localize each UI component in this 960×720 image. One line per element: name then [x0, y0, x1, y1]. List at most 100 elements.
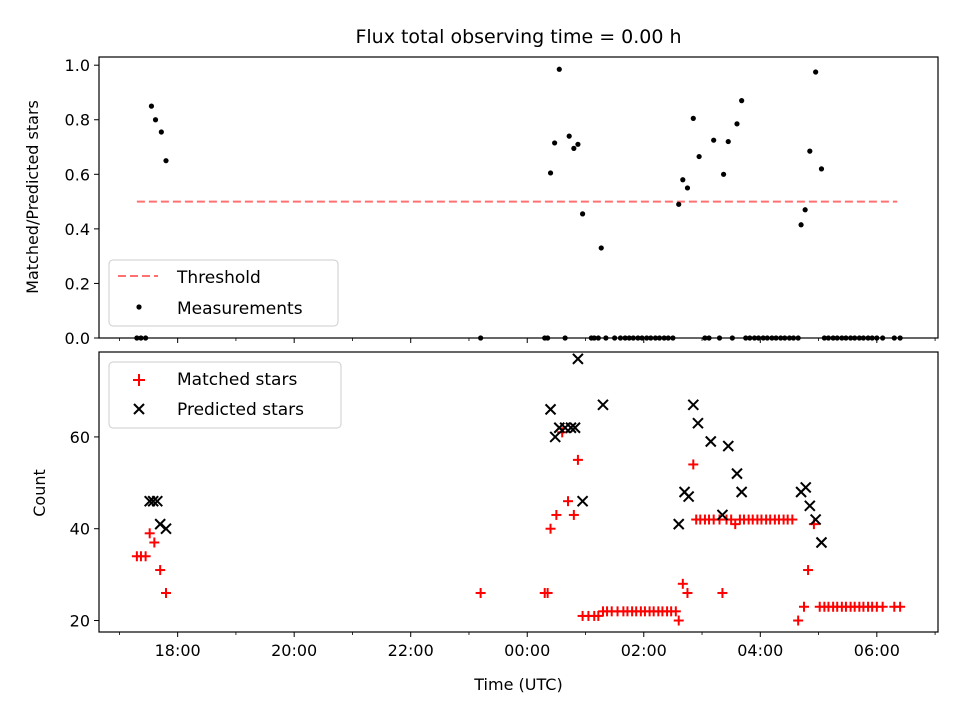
predicted-star-stroke [160, 523, 172, 535]
predicted-star-stroke [731, 467, 743, 480]
measurement-point [807, 148, 813, 154]
matched-star-point [140, 551, 151, 562]
matched-star-point [688, 459, 699, 470]
x-tick-label: 02:00 [621, 641, 667, 660]
x-tick-label: 20:00 [271, 641, 317, 660]
predicted-star-stroke [544, 403, 557, 416]
predicted-star-stroke [673, 518, 685, 530]
predicted-star-stroke [572, 353, 584, 365]
matched-star-point [877, 601, 888, 612]
chart-title: Flux total observing time = 0.00 h [355, 26, 681, 48]
x-tick-label: 06:00 [854, 641, 900, 660]
matched-star-point [161, 587, 172, 598]
matched-star-point [682, 587, 693, 598]
matched-star-point [670, 606, 681, 617]
bottom-legend-box [108, 361, 342, 429]
matched-star-point [798, 601, 809, 612]
top-y-tick-label: 0.6 [65, 165, 90, 184]
legend-matched-label: Matched stars [177, 370, 297, 390]
matched-star-point [144, 528, 155, 539]
predicted-star-point [705, 435, 717, 448]
legend-matched-marker [133, 374, 145, 386]
measurement-point [575, 141, 581, 147]
predicted-star-point [576, 495, 589, 507]
measurement-point [798, 222, 804, 228]
matched-star-point [563, 496, 574, 507]
bottom-panel: 20 40 60 18:00 20:00 22:00 00:00 02:00 04:00 06:… [30, 351, 939, 694]
predicted-star-point [160, 523, 172, 535]
predicted-star-stroke [809, 513, 822, 526]
predicted-star-point [565, 422, 577, 434]
measurement-point [720, 171, 727, 177]
bottom-y-tick-label: 20 [70, 612, 90, 631]
measurement-point [690, 115, 696, 121]
predicted-star-point [731, 467, 743, 480]
predicted-star-point [597, 399, 609, 411]
measurement-point [734, 121, 740, 127]
bottom-y-tick-label: 60 [70, 428, 90, 447]
predicted-star-point [800, 481, 812, 494]
measurement-point [547, 170, 554, 176]
predicted-star-point [147, 495, 159, 507]
predicted-star-stroke [716, 509, 729, 521]
measurement-point [148, 103, 155, 109]
matched-star-point [551, 509, 562, 520]
bottom-y-ticks: 20 40 60 [70, 428, 99, 631]
predicted-star-point [549, 431, 561, 443]
predicted-star-point [687, 399, 699, 411]
predicted-star-stroke [565, 422, 577, 434]
measurement-point [696, 153, 702, 160]
predicted-star-stroke [722, 440, 734, 452]
measurement-point [598, 245, 604, 251]
predicted-star-stroke [597, 399, 609, 411]
bottom-legend: Matched stars Predicted stars [108, 361, 342, 429]
matched-star-point [803, 565, 814, 576]
predicted-star-stroke [692, 417, 704, 429]
matched-star-point [149, 537, 160, 548]
x-tick-label: 22:00 [388, 641, 434, 660]
x-tick-label: 18:00 [155, 641, 201, 660]
predicted-star-point [722, 440, 734, 452]
legend-threshold-label: Threshold [176, 268, 261, 288]
top-y-tick-label: 0.0 [65, 329, 90, 348]
top-plot-frame [98, 56, 939, 339]
measurement-point [725, 138, 731, 145]
measurement-point [813, 69, 819, 75]
matched-star-point [787, 514, 798, 525]
predicted-star-point [569, 422, 581, 434]
predicted-star-stroke [735, 486, 748, 498]
x-tick-label: 00:00 [504, 641, 550, 660]
matched-star-point [155, 565, 166, 576]
measurement-point [676, 201, 682, 207]
predicted-star-point [692, 417, 704, 429]
matched-star-point [793, 615, 804, 626]
measurement-point [739, 98, 745, 104]
measurement-point [579, 211, 586, 217]
top-y-tick-label: 0.4 [65, 220, 90, 239]
predicted-star-point [809, 513, 822, 526]
top-legend: Threshold Measurements [108, 259, 339, 327]
top-legend-box [108, 259, 339, 327]
legend-predicted-label: Predicted stars [177, 400, 304, 420]
measurement-point [556, 66, 562, 72]
matched-star-point [673, 615, 684, 626]
matched-star-point [572, 454, 583, 465]
predicted-star-stroke [569, 422, 581, 434]
x-tick-label: 04:00 [737, 641, 783, 660]
top-y-tick-label: 1.0 [65, 56, 90, 75]
measurement-point [802, 207, 808, 213]
measurement-point [711, 137, 717, 143]
measurement-point [566, 133, 572, 139]
matched-star-point [730, 519, 741, 530]
bottom-y-axis-label: Count [30, 469, 49, 517]
predicted-star-point [682, 490, 695, 503]
predicted-star-stroke [804, 500, 816, 512]
predicted-star-stroke [682, 490, 695, 503]
predicted-star-point [673, 518, 685, 530]
matched-star-point [895, 601, 906, 612]
predicted-star-stroke [800, 481, 812, 494]
measurement-point [158, 129, 164, 135]
predicted-star-point [735, 486, 748, 498]
top-y-tick-label: 0.2 [65, 274, 90, 293]
